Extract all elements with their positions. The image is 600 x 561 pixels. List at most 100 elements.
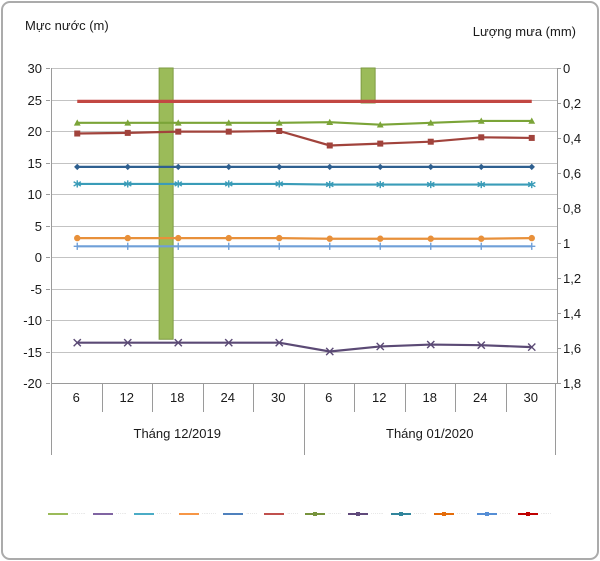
diamond-marker (326, 163, 333, 171)
legend-label: ······ (246, 511, 258, 516)
month-group-divider (303, 383, 305, 455)
plus-marker (326, 242, 334, 250)
left-tick-label: -10 (23, 313, 42, 328)
day-divider (354, 383, 355, 412)
diamond-marker (427, 163, 434, 171)
x-marker (174, 338, 183, 347)
day-label: 6 (72, 390, 80, 405)
gridline (52, 320, 557, 321)
legend-swatch (517, 511, 538, 516)
plus-marker (376, 242, 384, 250)
right-tick-label: 0,2 (563, 96, 582, 111)
legend-label: ······ (540, 511, 552, 516)
legend-marker-icon (356, 511, 361, 516)
asterisk-marker (73, 180, 82, 188)
legend-swatch (305, 511, 326, 516)
asterisk-marker (123, 180, 132, 188)
left-tick-mark (46, 257, 50, 258)
x-axis-band: 6 12 18 24 30 6 12 18 24 30 Tháng 12/2019 Tháng 01… (51, 383, 556, 455)
day-label: 24 (220, 390, 235, 405)
teal-asterisk-line (77, 182, 532, 186)
orange-circle-line (77, 237, 532, 240)
diamond-marker (276, 163, 283, 171)
x-marker (527, 342, 536, 352)
legend-swatch (476, 511, 497, 516)
purple-x-line (77, 341, 532, 353)
right-tick-label: 1,2 (563, 271, 582, 286)
legend-swatch (134, 512, 155, 515)
diamond-marker (478, 163, 485, 171)
right-tick-mark (557, 313, 561, 314)
day-divider (505, 383, 507, 412)
left-tick-mark (46, 320, 50, 321)
chart-canvas (73, 67, 536, 356)
legend-marker-icon (441, 511, 446, 516)
circle-marker (225, 234, 232, 242)
left-tick-mark (46, 288, 50, 290)
asterisk-marker (426, 180, 435, 189)
legend-swatch (93, 512, 114, 515)
x-marker (325, 347, 334, 356)
legend-swatch (390, 511, 411, 516)
right-tick-label: 1,8 (563, 376, 582, 391)
left-tick-mark (46, 194, 50, 195)
legend-label: ······· (371, 511, 384, 516)
right-tick-label: 0,6 (563, 166, 582, 181)
day-divider (202, 383, 204, 412)
day-divider (101, 383, 103, 412)
diamond-marker (74, 163, 81, 171)
legend-item: ········ (134, 511, 172, 516)
legend-swatch (178, 512, 199, 515)
asterisk-marker (174, 180, 183, 188)
x-marker (73, 338, 82, 347)
asterisk-marker (224, 180, 233, 188)
left-tick-mark (46, 68, 50, 69)
circle-marker (478, 235, 485, 242)
square-marker (175, 128, 182, 135)
left-axis-title: Mực nước (m) (25, 18, 109, 33)
plus-marker (477, 242, 485, 250)
plus-marker (174, 242, 182, 250)
square-marker (528, 134, 535, 141)
gridline (52, 131, 557, 132)
legend-label: ········ (157, 511, 172, 516)
triangle-marker (73, 119, 81, 126)
square-marker (74, 130, 81, 137)
asterisk-marker (325, 180, 334, 189)
right-tick-mark (557, 278, 561, 279)
legend-swatch (223, 512, 244, 515)
legend-marker-icon (313, 511, 318, 516)
legend-item: ······ (93, 511, 127, 516)
diamond-marker (377, 163, 384, 171)
legend-swatch (433, 511, 454, 516)
gridline (52, 68, 557, 69)
right-tick-mark (557, 243, 561, 244)
day-divider (253, 383, 254, 412)
plot-area (51, 67, 558, 384)
month-group-divider (555, 383, 556, 455)
right-tick-mark (557, 173, 561, 174)
day-label: 6 (325, 390, 333, 405)
x-marker (123, 338, 132, 347)
legend-marker-icon (525, 511, 530, 516)
asterisk-marker (527, 180, 536, 189)
rain-bar (158, 67, 174, 340)
month-label: Tháng 12/2019 (133, 426, 221, 441)
legend-label: ······ (287, 511, 299, 516)
gridline (52, 162, 557, 164)
triangle-marker (225, 119, 233, 126)
gridline (52, 257, 557, 258)
triangle-marker (528, 117, 536, 124)
legend-label: ······ (499, 511, 511, 516)
x-marker (376, 342, 385, 351)
left-tick-mark (46, 162, 50, 164)
right-tick-mark (557, 68, 561, 69)
left-tick-label: 30 (27, 61, 42, 76)
diamond-marker (528, 163, 535, 171)
left-tick-label: 20 (27, 124, 42, 139)
legend-label: ········ (201, 511, 217, 516)
left-tick-label: 5 (34, 218, 42, 234)
square-marker (124, 129, 131, 136)
left-tick-mark (46, 383, 50, 384)
square-marker (326, 142, 333, 149)
